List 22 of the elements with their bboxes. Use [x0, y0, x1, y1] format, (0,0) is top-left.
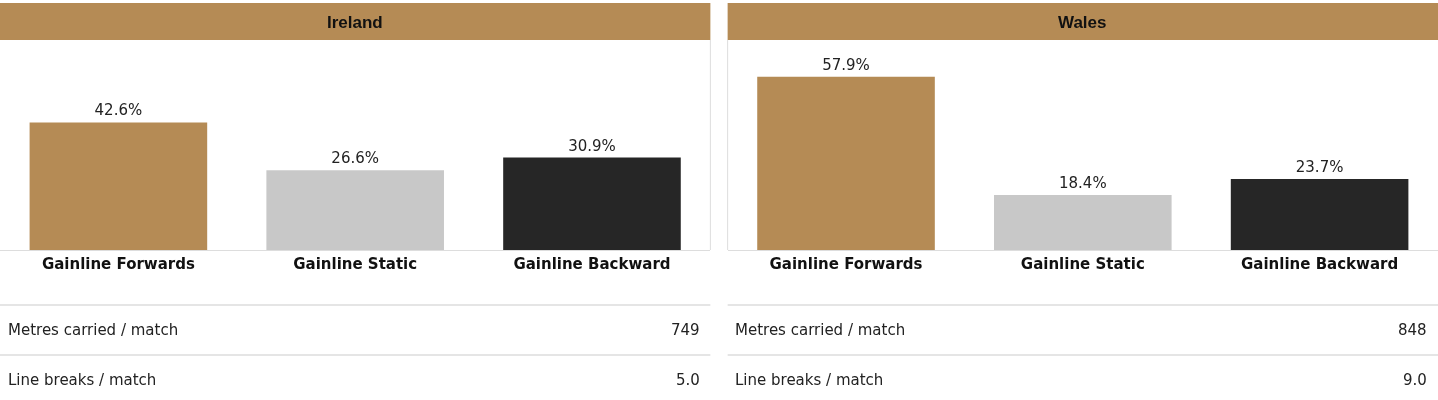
text: 848: [1398, 321, 1427, 339]
x-tick-label: Gainline Backward: [1241, 255, 1399, 273]
x-tick-label: Gainline Forwards: [41, 255, 195, 273]
x-tick-label: Gainline Static: [293, 255, 418, 273]
x-tick-label: Gainline Static: [1020, 255, 1145, 273]
data-label: 23.7%: [1295, 158, 1344, 177]
data-label: 57.9%: [822, 55, 870, 74]
data-label: 42.6%: [94, 101, 143, 120]
x-tick-label: Gainline Backward: [513, 255, 671, 273]
text: 749: [671, 321, 700, 339]
data-label: 30.9%: [568, 136, 616, 155]
chart-title: Ireland: [327, 13, 383, 32]
data-label: 18.4%: [1058, 173, 1107, 192]
text: Metres carried / match: [735, 321, 906, 339]
text: Line breaks / match: [8, 371, 157, 389]
text: 5.0: [676, 371, 700, 389]
text: 9.0: [1403, 371, 1427, 389]
x-tick-label: Gainline Forwards: [769, 255, 923, 273]
text: Metres carried / match: [8, 321, 179, 339]
text: Line breaks / match: [735, 371, 884, 389]
chart-title: Wales: [1058, 13, 1107, 32]
data-label: 26.6%: [331, 149, 380, 168]
